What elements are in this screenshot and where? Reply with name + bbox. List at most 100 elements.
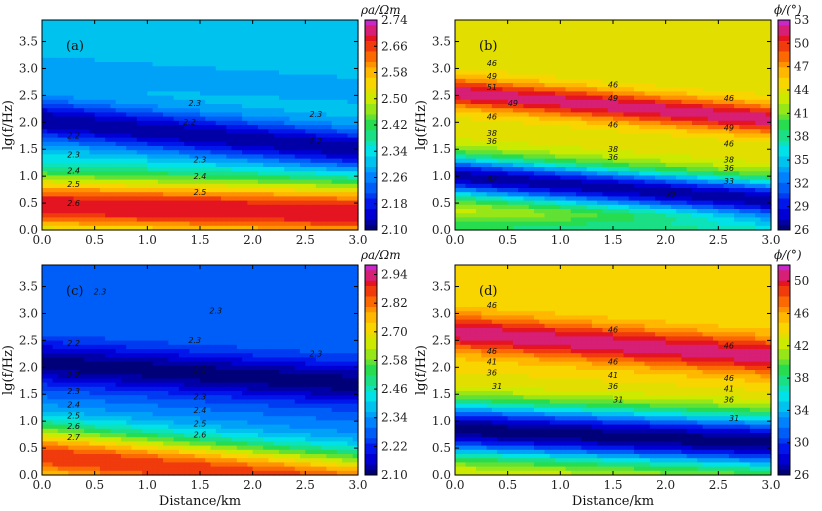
heatmap-cell: [257, 196, 264, 202]
heatmap-cell: [491, 213, 498, 218]
heatmap-cell: [200, 192, 206, 197]
heatmap-cell: [157, 204, 164, 210]
heatmap-cell: [555, 24, 561, 29]
heatmap-cell: [126, 120, 133, 126]
heatmap-cell: [189, 95, 196, 101]
heatmap-cell: [126, 87, 133, 92]
heatmap-cell: [115, 32, 122, 38]
heatmap-cell: [284, 36, 291, 42]
heatmap-cell: [73, 125, 80, 130]
heatmap-cell: [602, 24, 609, 29]
heatmap-cell: [184, 41, 191, 46]
heatmap-cell: [226, 78, 233, 84]
heatmap-cell: [131, 221, 138, 227]
heatmap-cell: [268, 129, 275, 134]
heatmap-cell: [455, 179, 461, 185]
heatmap-cell: [279, 74, 285, 80]
heatmap-cell: [310, 70, 317, 76]
heatmap-cell: [189, 125, 196, 130]
heatmap-cell: [544, 179, 551, 185]
heatmap-cell: [142, 196, 148, 202]
heatmap-cell: [215, 104, 222, 109]
heatmap-cell: [236, 45, 243, 50]
heatmap-cell: [460, 200, 467, 206]
heatmap-cell: [331, 192, 338, 197]
heatmap-cell: [105, 204, 112, 210]
heatmap-cell: [63, 112, 69, 118]
heatmap-cell: [194, 116, 201, 122]
heatmap-cell: [242, 209, 248, 214]
heatmap-cell: [215, 45, 222, 50]
heatmap-cell: [279, 78, 285, 84]
heatmap-cell: [215, 91, 222, 97]
heatmap-cell: [628, 146, 635, 151]
heatmap-cell: [470, 225, 477, 231]
heatmap-cell: [618, 36, 625, 42]
heatmap-cell: [68, 196, 75, 202]
heatmap-cell: [226, 188, 233, 193]
y-tick-label: 1.5: [19, 142, 38, 156]
heatmap-cell: [565, 162, 572, 168]
heatmap-cell: [131, 70, 138, 76]
heatmap-cell: [147, 162, 154, 168]
heatmap-cell: [247, 171, 254, 176]
heatmap-cell: [644, 133, 651, 139]
heatmap-cell: [507, 217, 514, 223]
heatmap-cell: [42, 183, 48, 189]
heatmap-cell: [89, 217, 96, 223]
heatmap-cell: [470, 175, 477, 181]
heatmap-cell: [476, 154, 482, 160]
heatmap-cell: [507, 125, 514, 130]
heatmap-cell: [252, 116, 259, 122]
heatmap-cell: [289, 24, 296, 29]
heatmap-cell: [215, 62, 222, 67]
heatmap-cell: [63, 78, 69, 84]
heatmap-cell: [189, 70, 196, 76]
heatmap-cell: [284, 104, 291, 109]
heatmap-cell: [279, 179, 285, 185]
heatmap-cell: [528, 36, 535, 42]
heatmap-cell: [491, 171, 498, 176]
heatmap-cell: [110, 146, 117, 151]
heatmap-cell: [221, 196, 227, 202]
heatmap-cell: [491, 104, 498, 109]
heatmap-cell: [210, 133, 217, 139]
heatmap-cell: [326, 91, 333, 97]
heatmap-cell: [257, 62, 264, 67]
heatmap-cell: [336, 150, 343, 155]
heatmap-cell: [105, 112, 112, 118]
heatmap-cell: [52, 108, 59, 113]
heatmap-cell: [310, 108, 317, 113]
heatmap-cell: [57, 112, 64, 118]
heatmap-cell: [89, 62, 96, 67]
heatmap-cell: [315, 204, 322, 210]
heatmap-cell: [99, 120, 106, 126]
heatmap-cell: [73, 146, 80, 151]
heatmap-cell: [486, 32, 493, 38]
heatmap-cell: [226, 24, 233, 29]
heatmap-cell: [221, 41, 227, 46]
heatmap-cell: [591, 108, 598, 113]
heatmap-cell: [257, 91, 264, 97]
heatmap-cell: [347, 175, 354, 181]
heatmap-cell: [210, 125, 217, 130]
heatmap-cell: [89, 104, 96, 109]
heatmap-cell: [147, 188, 154, 193]
heatmap-cell: [147, 154, 154, 160]
heatmap-cell: [94, 221, 101, 227]
heatmap-cell: [352, 53, 359, 59]
heatmap-cell: [99, 104, 106, 109]
heatmap-cell: [310, 137, 317, 143]
heatmap-cell: [42, 116, 48, 122]
heatmap-cell: [168, 41, 175, 46]
heatmap-cell: [502, 221, 509, 227]
heatmap-cell: [94, 146, 101, 151]
heatmap-cell: [215, 221, 222, 227]
heatmap-cell: [465, 171, 472, 176]
heatmap-cell: [352, 24, 359, 29]
heatmap-cell: [173, 36, 180, 42]
heatmap-cell: [570, 137, 577, 143]
heatmap-cell: [268, 78, 275, 84]
heatmap-cell: [168, 99, 175, 105]
heatmap-cell: [544, 120, 551, 126]
